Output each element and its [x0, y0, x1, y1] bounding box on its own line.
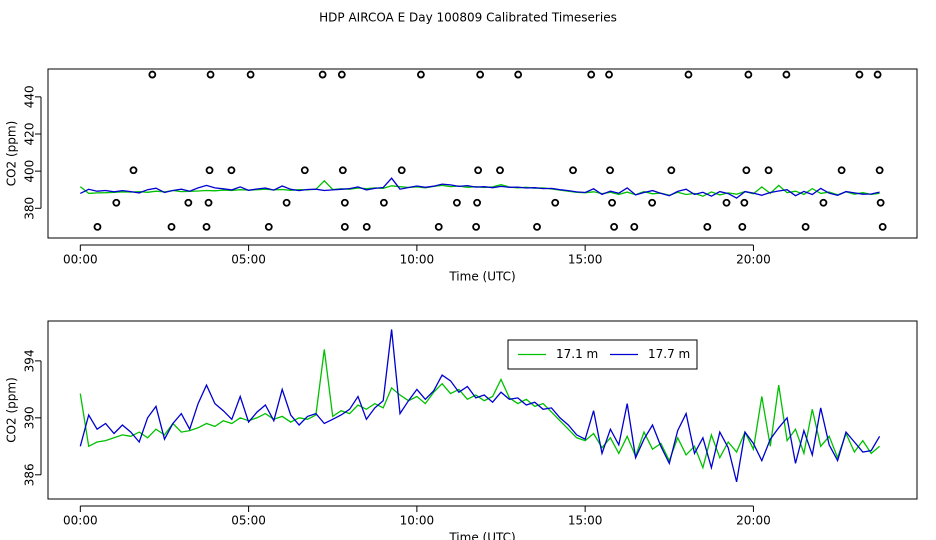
plot-frame — [47, 320, 918, 500]
x-axis-label: Time (UTC) — [448, 531, 515, 540]
legend-label: 17.7 m — [648, 347, 690, 361]
point — [722, 198, 731, 207]
point — [742, 166, 751, 175]
point — [608, 198, 616, 207]
x-axis-label: Time (UTC) — [448, 270, 515, 284]
point — [744, 70, 753, 79]
y-tick-label: 440 — [23, 85, 37, 108]
point — [379, 198, 388, 207]
point — [667, 166, 676, 175]
point — [282, 198, 291, 207]
series-line — [79, 179, 880, 197]
point — [514, 70, 523, 79]
x-tick-label: 20:00 — [736, 514, 771, 528]
point — [93, 222, 102, 231]
x-tick-label: 15:00 — [568, 514, 603, 528]
point — [648, 198, 657, 207]
point — [227, 166, 236, 175]
point — [605, 70, 613, 79]
legend-label: 17.1 m — [556, 347, 598, 361]
point — [337, 70, 346, 79]
point — [184, 198, 193, 207]
y-tick-label: 420 — [23, 123, 37, 146]
point — [148, 70, 157, 79]
point — [129, 166, 138, 175]
point — [473, 198, 482, 207]
panel: 00:00 05:00 10:00 15:00 20:00 Time (UTC) 380 40… — [5, 68, 918, 284]
point — [875, 166, 884, 175]
point — [801, 222, 810, 231]
plot-frame — [47, 68, 918, 239]
x-tick-label: 05:00 — [231, 253, 266, 267]
x-tick-label: 10:00 — [400, 514, 435, 528]
figure-title: HDP AIRCOA E Day 100809 Calibrated Times… — [319, 11, 617, 25]
point — [606, 166, 614, 175]
point — [819, 198, 828, 207]
plot-area — [79, 70, 887, 231]
y-axis-label: CO2 (ppm) — [5, 121, 19, 187]
point — [876, 198, 885, 207]
point — [417, 70, 425, 79]
series-line — [79, 329, 881, 483]
y-axis-label: CO2 (ppm) — [5, 377, 19, 443]
series-line — [79, 349, 881, 470]
point — [533, 222, 541, 231]
point — [112, 198, 121, 207]
y-tick-label: 394 — [23, 349, 37, 372]
x-tick-label: 05:00 — [231, 514, 266, 528]
point — [264, 222, 273, 231]
point — [362, 222, 371, 231]
point — [630, 222, 639, 231]
point — [300, 166, 309, 175]
x-tick-label: 20:00 — [736, 253, 771, 267]
panel: 00:00 05:00 10:00 15:00 20:00 Time (UTC) 386 39… — [5, 320, 918, 540]
series-line — [80, 177, 880, 199]
point — [472, 222, 481, 231]
point — [703, 222, 712, 231]
point — [474, 166, 483, 175]
point — [202, 222, 211, 231]
point — [205, 166, 214, 175]
point — [246, 70, 255, 79]
point — [397, 166, 406, 175]
point — [206, 70, 215, 79]
point — [204, 198, 213, 207]
point — [453, 198, 461, 207]
point — [837, 166, 846, 175]
point — [496, 166, 504, 175]
x-tick-label: 15:00 — [568, 253, 603, 267]
point — [551, 198, 560, 207]
x-tick-label: 00:00 — [63, 253, 98, 267]
point — [318, 70, 327, 79]
point — [610, 222, 618, 231]
point — [167, 222, 176, 231]
point — [782, 70, 791, 79]
point — [878, 222, 887, 231]
point — [476, 70, 485, 79]
y-tick-label: 380 — [23, 197, 37, 220]
point — [587, 70, 596, 79]
point — [738, 222, 747, 231]
x-tick-label: 00:00 — [63, 514, 98, 528]
y-tick-label: 386 — [23, 463, 37, 486]
point — [340, 198, 349, 207]
y-tick-label: 390 — [23, 406, 37, 429]
x-tick-label: 10:00 — [400, 253, 435, 267]
y-tick-label: 400 — [23, 160, 37, 183]
point — [569, 166, 577, 175]
point — [740, 198, 749, 207]
plot-area — [79, 329, 881, 483]
point — [764, 166, 773, 175]
point — [873, 70, 882, 79]
point — [855, 70, 864, 79]
point — [338, 166, 347, 175]
point — [340, 222, 349, 231]
point — [434, 222, 443, 231]
point — [684, 70, 693, 79]
